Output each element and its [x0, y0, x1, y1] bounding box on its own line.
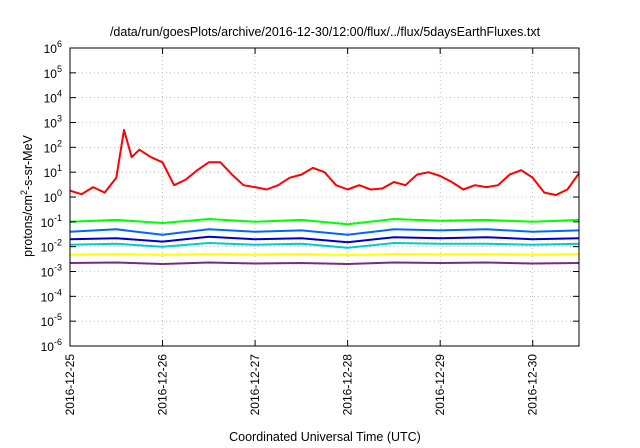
x-axis-label: Coordinated Universal Time (UTC) — [229, 430, 421, 444]
x-tick-label: 2016-12-30 — [526, 354, 540, 416]
chart-title: /data/run/goesPlots/archive/2016-12-30/1… — [110, 25, 541, 39]
y-tick-label: 103 — [44, 114, 62, 131]
series-line-1 — [69, 218, 580, 226]
grid-lines — [70, 47, 579, 347]
y-axis-label: protons/cm2-s-sr-MeV — [19, 134, 35, 256]
y-tick-label: 101 — [44, 163, 62, 180]
series-layer — [69, 129, 580, 265]
y-tick-label: 10-6 — [41, 337, 62, 354]
y-tick-label: 10-4 — [41, 287, 62, 304]
x-tick-label: 2016-12-29 — [433, 354, 447, 416]
series-line-6 — [69, 261, 580, 265]
y-tick-label: 106 — [44, 39, 62, 56]
y-tick-label: 10-3 — [41, 263, 62, 280]
y-tick-label: 104 — [44, 89, 62, 106]
series-line-2 — [69, 228, 580, 236]
x-tick-label: 2016-12-25 — [63, 354, 77, 416]
y-axis: 10-6 10-5 10-4 10-3 10-2 10-1 100 101 102 103 104 1… — [41, 39, 579, 354]
y-tick-label: 102 — [44, 138, 62, 155]
y-tick-label: 100 — [44, 188, 62, 205]
series-line-5 — [69, 253, 580, 256]
x-tick-label: 2016-12-26 — [156, 354, 170, 416]
x-tick-label: 2016-12-27 — [248, 354, 262, 416]
y-tick-label: 10-1 — [41, 213, 62, 230]
y-tick-label: 105 — [44, 64, 62, 81]
series-line-3 — [69, 235, 580, 244]
series-line-4 — [69, 242, 580, 249]
x-axis: 2016-12-25 2016-12-26 2016-12-27 2016-12-28… — [63, 48, 540, 415]
y-tick-label: 10-5 — [41, 312, 62, 329]
y-tick-label: 10-2 — [41, 238, 62, 255]
x-tick-label: 2016-12-28 — [341, 354, 355, 416]
series-line-0 — [69, 129, 580, 196]
